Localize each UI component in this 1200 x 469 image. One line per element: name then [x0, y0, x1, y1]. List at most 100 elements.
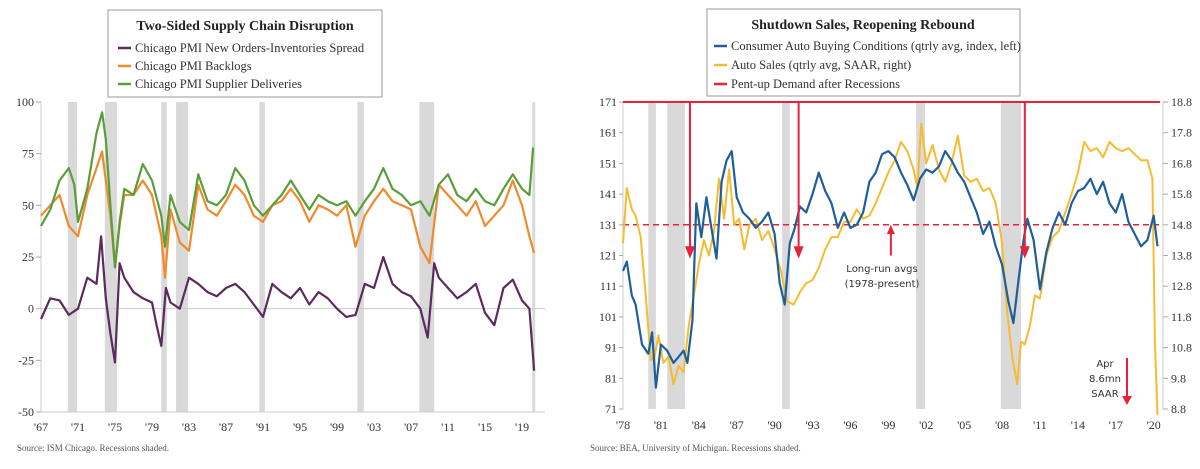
right-source-note: Source: BEA, University of Michigan. Rec…: [590, 443, 801, 453]
left-y-tick-label: 91: [605, 341, 617, 355]
x-tick-label: '75: [108, 420, 122, 434]
left-legend-box: [107, 9, 383, 98]
x-tick-label: '11: [441, 420, 455, 434]
right-pent-up-markers: [623, 101, 1160, 405]
april-label-line1: Apr: [1096, 359, 1114, 370]
long-run-avg-arrowhead: [886, 224, 895, 235]
right-y-tick-label: 14.8: [1171, 218, 1192, 232]
x-tick-label: '99: [881, 418, 895, 432]
series-line-consumer-auto-buying-conditions: [621, 150, 1159, 389]
right-y-tick-label: 16.8: [1171, 156, 1192, 170]
left-chart-title: Two-Sided Supply Chain Disruption: [136, 19, 353, 34]
pent-up-arrowhead: [1019, 246, 1030, 259]
left-y-tick-label: 121: [599, 249, 617, 263]
right-chart-left-y-tick-labels: 171 161 151 141 131 121 111 101 91 81 71: [599, 95, 617, 416]
right-legend-label-auto-sales: Auto Sales (qtrly avg, SAAR, right): [731, 58, 911, 72]
series-line-auto-sales: [622, 122, 1159, 416]
right-y-tick-label: 11.8: [1171, 310, 1192, 324]
x-tick-label: '79: [145, 420, 159, 434]
x-tick-label: '11: [1033, 418, 1047, 432]
left-axes: [36, 101, 545, 413]
pent-up-arrowhead: [793, 246, 804, 259]
left-legend: Two-Sided Supply Chain Disruption Chicag…: [107, 9, 383, 98]
right-legend-label-buying-conditions: Consumer Auto Buying Conditions (qtrly a…: [731, 39, 1021, 53]
series-line-chicago-pmi-new-orders-inventories-spread: [39, 235, 536, 371]
x-tick-label: '95: [293, 420, 307, 434]
pent-up-arrowhead: [684, 246, 695, 259]
recession-band: [1000, 102, 1022, 409]
april-saar-annotation: Apr 8.6mn SAAR: [1089, 359, 1121, 400]
right-y-tick-label: 15.8: [1171, 187, 1192, 201]
left-source-note: Source: ISM Chicago. Recessions shaded.: [17, 443, 169, 453]
left-y-tick-label: 111: [600, 279, 617, 293]
x-tick-label: '90: [768, 418, 782, 432]
right-axes: [619, 101, 1168, 410]
x-tick-label: '08: [995, 418, 1009, 432]
x-tick-label: '03: [367, 420, 381, 434]
right-y-tick-label: 12.8: [1171, 279, 1192, 293]
x-tick-label: '19: [515, 420, 529, 434]
recession-band: [259, 102, 265, 412]
right-y-tick-label: 9.8: [1171, 371, 1186, 385]
long-run-avg-label-line1: Long-run avgs: [846, 264, 917, 275]
left-y-tick-label: 141: [599, 187, 617, 201]
recession-band: [357, 102, 364, 412]
april-arrowhead: [1122, 396, 1132, 405]
x-tick-label: '07: [404, 420, 418, 434]
x-tick-label: '14: [1071, 418, 1085, 432]
x-tick-label: '81: [654, 418, 668, 432]
right-y-tick-label: 18.8: [1171, 95, 1192, 109]
x-tick-label: '17: [1109, 418, 1123, 432]
april-label-line3: SAAR: [1091, 389, 1118, 400]
y-tick-label: -50: [18, 405, 34, 419]
recession-band: [67, 102, 78, 412]
x-tick-label: '20: [1147, 418, 1161, 432]
left-y-tick-label: 131: [599, 218, 617, 232]
right-series-group: [621, 122, 1160, 416]
y-tick-label: 50: [22, 198, 34, 212]
right-y-tick-label: 17.8: [1171, 126, 1192, 140]
left-series-group: [39, 111, 536, 371]
y-tick-label: 25: [22, 250, 34, 264]
right-legend-label-pent-up: Pent-up Demand after Recessions: [731, 77, 900, 91]
recession-band: [782, 102, 790, 409]
x-tick-label: '99: [330, 420, 344, 434]
x-tick-label: '78: [616, 418, 630, 432]
april-label-line2: 8.6mn: [1089, 374, 1121, 385]
left-y-tick-label: 71: [605, 402, 617, 416]
x-tick-label: '84: [692, 418, 706, 432]
x-tick-label: '83: [182, 420, 196, 434]
x-tick-label: '02: [919, 418, 933, 432]
series-line-chicago-pmi-supplier-deliveries: [40, 111, 535, 269]
long-run-avg-annotation: Long-run avgs (1978-present): [845, 264, 920, 290]
left-y-tick-label: 171: [599, 95, 617, 109]
long-run-avg-label-line2: (1978-present): [845, 279, 920, 290]
left-y-tick-label: 151: [599, 156, 617, 170]
right-legend-box: [706, 8, 1021, 97]
y-tick-label: 0: [28, 302, 34, 316]
x-tick-label: '91: [256, 420, 270, 434]
x-tick-label: '71: [71, 420, 85, 434]
right-x-tick-labels: '78 '81 '84 '87 '90 '93 '96 '99 '02 '05 '08 '11 '14 '…: [616, 418, 1161, 432]
left-x-tick-labels: '67 '71 '75 '79 '83 '87 '91 '95 '99 '03 '07 '11 '15 '…: [34, 420, 529, 434]
y-tick-label: 100: [16, 95, 34, 109]
left-y-tick-label: 101: [599, 310, 617, 324]
left-legend-label-deliveries: Chicago PMI Supplier Deliveries: [135, 77, 302, 91]
x-tick-label: '93: [805, 418, 819, 432]
x-tick-label: '05: [957, 418, 971, 432]
recession-band: [532, 102, 536, 412]
right-y-tick-label: 10.8: [1171, 341, 1192, 355]
left-y-tick-label: 161: [599, 126, 617, 140]
recession-band: [176, 102, 189, 412]
right-chart-right-y-tick-labels: 18.8 17.8 16.8 15.8 14.8 13.8 12.8 11.8 10.8 9.8 8…: [1171, 95, 1192, 416]
x-tick-label: '67: [34, 420, 48, 434]
right-legend: Shutdown Sales, Reopening Rebound Consum…: [706, 8, 1021, 97]
recession-band: [916, 102, 925, 409]
recession-band: [667, 102, 685, 409]
y-tick-label: 75: [22, 147, 34, 161]
y-tick-label: -25: [18, 353, 34, 367]
left-y-tick-labels: 100 75 50 25 0 -25 -50: [16, 95, 34, 419]
x-tick-label: '87: [730, 418, 744, 432]
